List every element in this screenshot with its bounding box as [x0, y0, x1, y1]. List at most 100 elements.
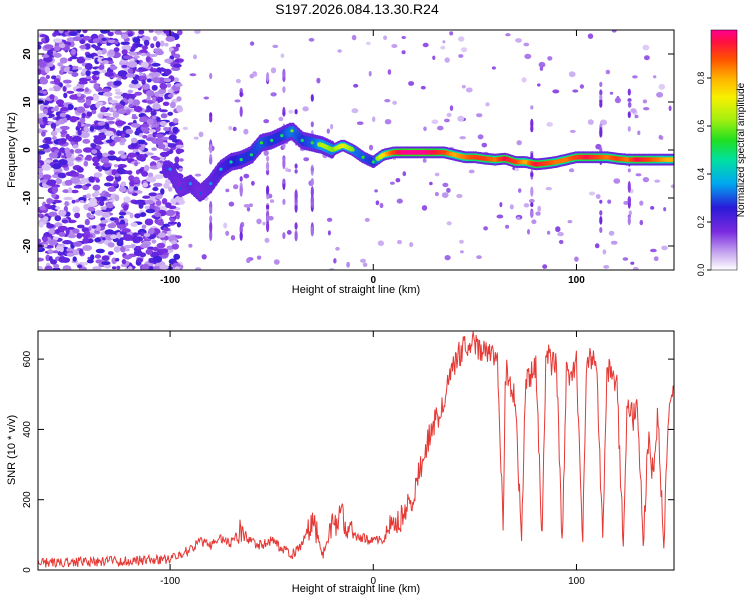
- noise-speckle: [389, 181, 395, 185]
- noise-speckle: [79, 248, 84, 256]
- noise-speckle: [82, 30, 88, 34]
- ridge-point: [300, 138, 304, 142]
- noise-speckle: [166, 83, 172, 88]
- noise-speckle: [233, 184, 239, 190]
- noise-speckle: [154, 30, 161, 34]
- streak-mark: [310, 196, 314, 209]
- noise-speckle: [153, 266, 158, 270]
- noise-speckle: [272, 44, 279, 49]
- noise-speckle: [256, 218, 262, 225]
- snr-xtick-label: -100: [160, 576, 180, 587]
- noise-speckle: [198, 131, 204, 138]
- noise-speckle: [516, 140, 522, 146]
- streak-mark: [209, 143, 213, 154]
- noise-speckle: [630, 261, 635, 265]
- noise-speckle: [444, 118, 450, 123]
- noise-speckle: [63, 117, 68, 123]
- ridge-point: [381, 153, 385, 157]
- noise-speckle: [81, 112, 87, 119]
- noise-speckle: [167, 143, 177, 148]
- noise-speckle: [137, 139, 146, 145]
- noise-speckle: [644, 55, 650, 61]
- noise-speckle: [54, 128, 63, 133]
- noise-speckle: [327, 230, 331, 236]
- noise-speckle: [610, 240, 618, 245]
- noise-speckle: [72, 206, 80, 214]
- noise-speckle: [141, 171, 149, 177]
- noise-speckle: [568, 168, 575, 173]
- ridge-point: [442, 150, 446, 154]
- noise-speckle: [387, 69, 392, 75]
- noise-speckle: [150, 43, 155, 49]
- streak-mark: [266, 185, 270, 195]
- noise-speckle: [132, 37, 141, 44]
- noise-speckle: [130, 243, 136, 249]
- streak-mark: [282, 178, 286, 185]
- noise-speckle: [110, 65, 118, 71]
- noise-speckle: [38, 265, 43, 270]
- noise-speckle: [142, 134, 148, 139]
- noise-speckle: [602, 249, 607, 255]
- noise-speckle: [264, 237, 270, 243]
- noise-speckle: [67, 233, 77, 239]
- noise-speckle: [104, 130, 114, 137]
- noise-speckle: [92, 184, 101, 191]
- noise-speckle: [170, 198, 177, 205]
- noise-speckle: [73, 241, 82, 247]
- noise-speckle: [47, 106, 55, 114]
- noise-speckle: [136, 154, 146, 161]
- noise-speckle: [133, 186, 139, 191]
- noise-speckle: [83, 126, 89, 133]
- noise-speckle: [437, 125, 444, 131]
- streak-mark: [310, 225, 314, 237]
- noise-speckle: [117, 224, 127, 230]
- streak-mark: [282, 86, 286, 93]
- noise-speckle: [246, 258, 251, 264]
- noise-speckle: [39, 78, 49, 85]
- noise-speckle: [70, 141, 75, 145]
- streak-mark: [266, 161, 270, 172]
- noise-speckle: [114, 194, 120, 202]
- noise-speckle: [156, 242, 166, 249]
- noise-speckle: [57, 152, 62, 157]
- noise-speckle: [372, 116, 376, 122]
- noise-speckle: [142, 195, 151, 199]
- noise-speckle: [57, 104, 65, 107]
- noise-speckle: [579, 84, 585, 89]
- noise-speckle: [521, 77, 527, 83]
- noise-speckle: [82, 138, 91, 144]
- noise-speckle: [95, 102, 100, 109]
- streak-mark: [294, 189, 298, 201]
- noise-speckle: [156, 126, 161, 132]
- streak-mark: [209, 215, 213, 223]
- noise-speckle: [52, 250, 59, 254]
- noise-speckle: [41, 116, 48, 123]
- noise-speckle: [188, 243, 193, 248]
- noise-speckle: [38, 161, 41, 167]
- noise-speckle: [163, 127, 170, 131]
- noise-speckle: [148, 192, 158, 197]
- ridge-point: [452, 153, 457, 157]
- noise-speckle: [160, 188, 165, 195]
- streak-mark: [530, 172, 534, 177]
- noise-speckle: [66, 247, 75, 253]
- noise-speckle: [89, 197, 97, 205]
- noise-speckle: [557, 231, 564, 237]
- noise-speckle: [71, 135, 82, 142]
- noise-speckle: [663, 207, 667, 212]
- noise-speckle: [545, 187, 552, 191]
- noise-speckle: [39, 205, 46, 211]
- noise-speckle: [138, 168, 143, 173]
- noise-speckle: [622, 257, 629, 261]
- noise-speckle: [103, 162, 111, 168]
- noise-speckle: [131, 99, 141, 106]
- ridge-point: [493, 158, 497, 162]
- noise-speckle: [38, 128, 43, 134]
- noise-speckle: [82, 245, 93, 251]
- noise-speckle: [535, 211, 541, 216]
- noise-speckle: [85, 53, 95, 58]
- noise-speckle: [384, 119, 392, 125]
- noise-speckle: [442, 40, 446, 44]
- noise-speckle: [91, 109, 97, 115]
- noise-speckle: [108, 150, 116, 155]
